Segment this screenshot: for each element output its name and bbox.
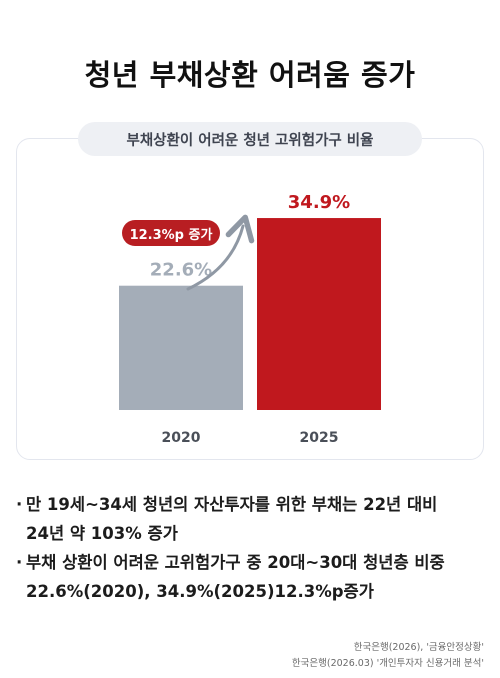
x-tick-label: 2025 [300,430,339,446]
chart-subtitle: 부채상환이 어려운 청년 고위험가구 비율 [78,122,422,156]
bullet-text: 부채 상환이 어려운 고위험가구 중 20대~30대 청년층 비중 22.6%(… [26,553,445,601]
chart-card [16,138,484,460]
increase-arrow [186,214,255,291]
bullet-item: · 부채 상환이 어려운 고위험가구 중 20대~30대 청년층 비중 22.6… [16,548,486,606]
value-label: 22.6% [150,260,212,281]
x-tick-label: 2020 [162,430,201,446]
bar-2020 [119,285,243,410]
bullet-item: · 만 19세~34세 청년의 자산투자를 위한 부채는 22년 대비 24년 … [16,490,486,548]
bullet-list: · 만 19세~34세 청년의 자산투자를 위한 부채는 22년 대비 24년 … [16,490,486,606]
bullet-marker: · [16,495,23,514]
page-title: 청년 부채상환 어려움 증가 [84,58,416,92]
increase-badge: 12.3%p 증가 [122,220,220,246]
source-note: 한국은행(2026), '금융안정상황' [353,642,484,653]
bullet-text: 만 19세~34세 청년의 자산투자를 위한 부채는 22년 대비 24년 약 … [26,495,438,543]
bullet-marker: · [16,553,23,572]
source-note: 한국은행(2026.03) '개인투자자 신용거래 분석' [291,658,484,669]
bar-2025 [257,218,381,410]
value-label: 34.9% [288,192,350,213]
